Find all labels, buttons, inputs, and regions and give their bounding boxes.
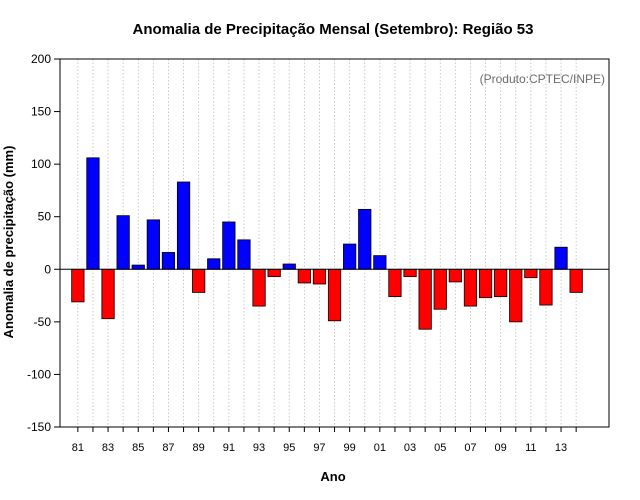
bar-1996 bbox=[297, 268, 311, 284]
bar-1998 bbox=[327, 268, 342, 322]
bar-1981 bbox=[71, 268, 85, 303]
x-tick-label: 09 bbox=[495, 442, 507, 454]
bar-2004 bbox=[418, 268, 432, 330]
bar-2013 bbox=[554, 246, 568, 270]
bar-2012 bbox=[539, 268, 553, 306]
x-tick-label: 05 bbox=[434, 442, 446, 454]
bar-2003 bbox=[403, 268, 417, 278]
product-credit: (Produto:CPTEC/INPE) bbox=[480, 72, 605, 86]
bar-1982 bbox=[86, 157, 100, 270]
bar-1993 bbox=[252, 268, 266, 307]
bars bbox=[71, 157, 583, 330]
bar-1994 bbox=[267, 268, 281, 278]
bar-1991 bbox=[222, 221, 236, 270]
bar-1989 bbox=[192, 268, 206, 293]
y-tick-label: -50 bbox=[34, 315, 52, 329]
y-axis-label: Anomalia de precipitação (mm) bbox=[1, 146, 16, 339]
x-axis-label: Ano bbox=[320, 469, 345, 484]
bar-1986 bbox=[146, 219, 160, 270]
bar-2008 bbox=[478, 268, 493, 299]
y-tick-label: 0 bbox=[44, 262, 51, 276]
bar-2014 bbox=[569, 268, 583, 293]
x-tick-label: 89 bbox=[193, 442, 205, 454]
x-tick-label: 03 bbox=[404, 442, 416, 454]
bar-1987 bbox=[161, 252, 176, 270]
x-tick-label: 13 bbox=[555, 442, 567, 454]
bar-2010 bbox=[509, 268, 523, 323]
x-tick-label: 01 bbox=[374, 442, 386, 454]
bar-2000 bbox=[358, 208, 372, 270]
x-tick-label: 81 bbox=[72, 442, 84, 454]
y-tick-label: 50 bbox=[38, 210, 52, 224]
x-tick-label: 95 bbox=[283, 442, 295, 454]
bar-2002 bbox=[388, 268, 402, 298]
y-tick-label: 150 bbox=[31, 105, 51, 119]
bar-2001 bbox=[373, 255, 387, 270]
chart-title: Anomalia de Precipitação Mensal (Setembr… bbox=[133, 21, 534, 38]
y-tick-label: -100 bbox=[27, 367, 51, 381]
x-tick-label: 85 bbox=[132, 442, 144, 454]
bar-2011 bbox=[524, 268, 538, 279]
x-tick-label: 99 bbox=[344, 442, 356, 454]
x-tick-label: 11 bbox=[525, 442, 536, 454]
plot-frame bbox=[59, 58, 610, 428]
bar-1997 bbox=[312, 268, 327, 285]
bar-1992 bbox=[237, 239, 251, 270]
bar-1995 bbox=[282, 263, 296, 270]
x-tick-label: 91 bbox=[223, 442, 235, 454]
bar-1984 bbox=[116, 215, 130, 270]
y-tick-label: -150 bbox=[27, 420, 51, 434]
bar-1999 bbox=[343, 243, 357, 270]
x-tick-label: 97 bbox=[313, 442, 325, 454]
x-tick-label: 93 bbox=[253, 442, 265, 454]
bar-2009 bbox=[494, 268, 508, 298]
bar-1985 bbox=[131, 264, 145, 270]
bar-2005 bbox=[433, 268, 447, 310]
bar-2006 bbox=[448, 268, 462, 283]
bar-1990 bbox=[207, 258, 221, 270]
y-tick-label: 100 bbox=[31, 157, 51, 171]
x-tick-label: 83 bbox=[102, 442, 114, 454]
x-tick-label: 07 bbox=[464, 442, 476, 454]
bar-2007 bbox=[463, 268, 478, 307]
bar-1988 bbox=[176, 181, 191, 270]
y-tick-label: 200 bbox=[31, 52, 51, 66]
x-tick-label: 87 bbox=[162, 442, 174, 454]
bar-1983 bbox=[101, 268, 115, 320]
